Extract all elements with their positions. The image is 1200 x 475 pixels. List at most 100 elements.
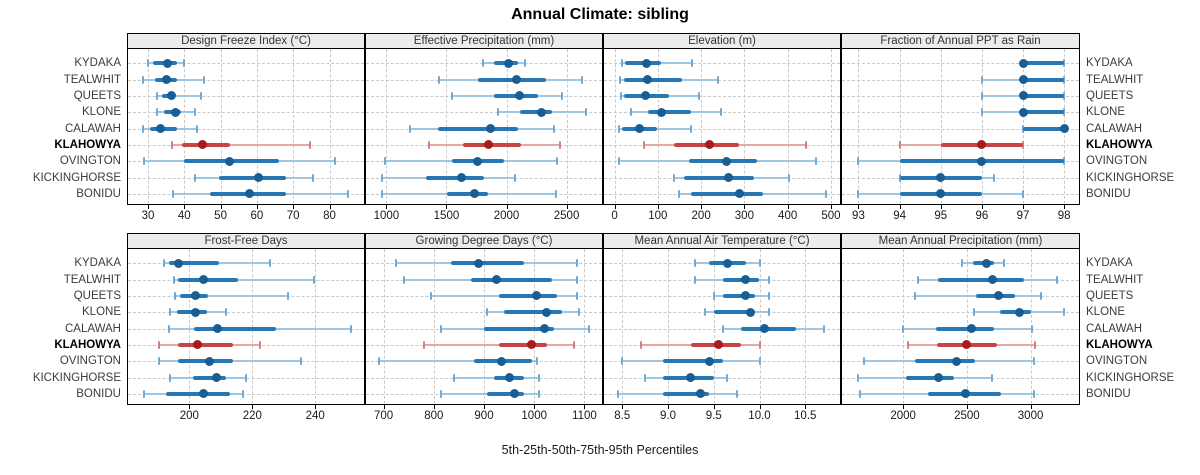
median-dot <box>977 156 987 166</box>
median-dot <box>966 324 976 334</box>
median-dot <box>657 107 667 117</box>
whisker-cap <box>183 59 186 68</box>
axis-tick <box>446 205 448 209</box>
station-label-right: KYDAKA <box>1086 257 1133 270</box>
median-dot <box>199 275 209 285</box>
whisker-cap <box>1063 157 1066 166</box>
gridline-h <box>842 79 1079 81</box>
gridline-v <box>566 49 568 204</box>
iqr-bar <box>504 310 562 315</box>
whisker-cap <box>195 124 198 133</box>
axis-tick <box>184 205 186 209</box>
whisker-cap <box>717 75 720 84</box>
whisker-cap <box>767 308 770 317</box>
strip-title: Effective Precipitation (mm) <box>413 35 555 47</box>
station-label-right: KLAHOWYA <box>1086 338 1153 351</box>
station-label-left: KYDAKA <box>74 257 121 270</box>
station-label-right: QUEETS <box>1086 289 1134 302</box>
whisker-cap <box>156 91 159 100</box>
whisker-cap <box>430 291 433 300</box>
axis-tick <box>1023 205 1025 209</box>
axis-tick-label: 200 <box>179 410 199 422</box>
gridline-v <box>657 49 659 204</box>
station-label-right: KLONE <box>1086 106 1125 119</box>
gridline-h <box>604 79 840 81</box>
whisker-cap <box>169 308 172 317</box>
whisker-cap <box>535 357 538 366</box>
median-dot <box>473 156 483 166</box>
median-dot <box>504 373 514 383</box>
median-dot <box>542 307 552 317</box>
iqr-bar <box>713 310 755 315</box>
whisker-cap <box>907 340 910 349</box>
median-dot <box>686 373 696 383</box>
chart-title: Annual Climate: sibling <box>511 6 689 23</box>
whisker-cap <box>758 259 761 268</box>
panel-strip: Design Freeze Index (°C) <box>127 33 365 48</box>
whisker-cap <box>552 124 555 133</box>
axis-tick <box>433 405 435 409</box>
station-label-left: KYDAKA <box>74 57 121 70</box>
axis-tick-label: 1500 <box>433 210 460 222</box>
panel-strip: Elevation (m) <box>603 33 841 48</box>
iqr-bar <box>178 342 234 347</box>
whisker-cap <box>384 157 387 166</box>
gridline-h <box>604 112 840 114</box>
panel-plot-elevation <box>603 48 841 205</box>
whisker-cap <box>174 291 177 300</box>
station-label-right: OVINGTON <box>1086 155 1148 168</box>
median-dot <box>156 124 166 134</box>
whisker-cap <box>146 59 149 68</box>
whisker-cap <box>158 340 161 349</box>
whisker-cap <box>726 373 729 382</box>
axis-tick <box>668 405 670 409</box>
gridline-h <box>128 128 364 130</box>
whisker-cap <box>496 108 499 117</box>
axis-tick-label: 70 <box>286 210 300 222</box>
gridline-v <box>713 249 715 404</box>
iqr-bar <box>486 391 525 396</box>
whisker-cap <box>156 108 159 117</box>
axis-tick-label: 1100 <box>572 410 597 422</box>
whisker-cap <box>643 140 646 149</box>
whisker-cap <box>581 75 584 84</box>
panel-plot-frost-free-days <box>127 248 365 405</box>
gridline-v <box>433 249 435 404</box>
iqr-bar <box>471 277 552 282</box>
whisker-cap <box>857 189 860 198</box>
whisker-cap <box>960 259 963 268</box>
median-dot <box>1059 124 1069 134</box>
station-label-right: TEALWHIT <box>1086 73 1144 86</box>
median-dot <box>722 258 732 268</box>
whisker-cap <box>170 140 173 149</box>
whisker-cap <box>402 275 405 284</box>
median-dot <box>936 173 946 183</box>
gridline-h <box>604 128 840 130</box>
axis-tick <box>966 405 968 409</box>
axis-tick <box>386 205 388 209</box>
whisker-cap <box>805 140 808 149</box>
median-dot <box>163 58 173 68</box>
gridline-v <box>701 49 703 204</box>
whisker-cap <box>1063 75 1066 84</box>
iqr-bar <box>192 375 226 380</box>
median-dot <box>486 124 496 134</box>
whisker-cap <box>980 75 983 84</box>
whisker-cap <box>1063 108 1066 117</box>
whisker-cap <box>482 59 485 68</box>
median-dot <box>213 324 223 334</box>
iqr-bar <box>218 175 286 180</box>
axis-tick-label: 60 <box>250 210 264 222</box>
median-dot <box>951 356 961 366</box>
strip-title: Fraction of Annual PPT as Rain <box>880 35 1041 47</box>
whisker-cap <box>428 140 431 149</box>
axis-tick <box>1030 405 1032 409</box>
axis-tick-label: 50 <box>214 210 227 222</box>
whisker-cap <box>719 108 722 117</box>
gridline-v <box>329 49 331 204</box>
whisker-cap <box>333 157 336 166</box>
iqr-bar <box>1023 61 1065 66</box>
axis-tick <box>899 205 901 209</box>
median-dot <box>167 91 177 101</box>
whisker-cap <box>573 340 576 349</box>
